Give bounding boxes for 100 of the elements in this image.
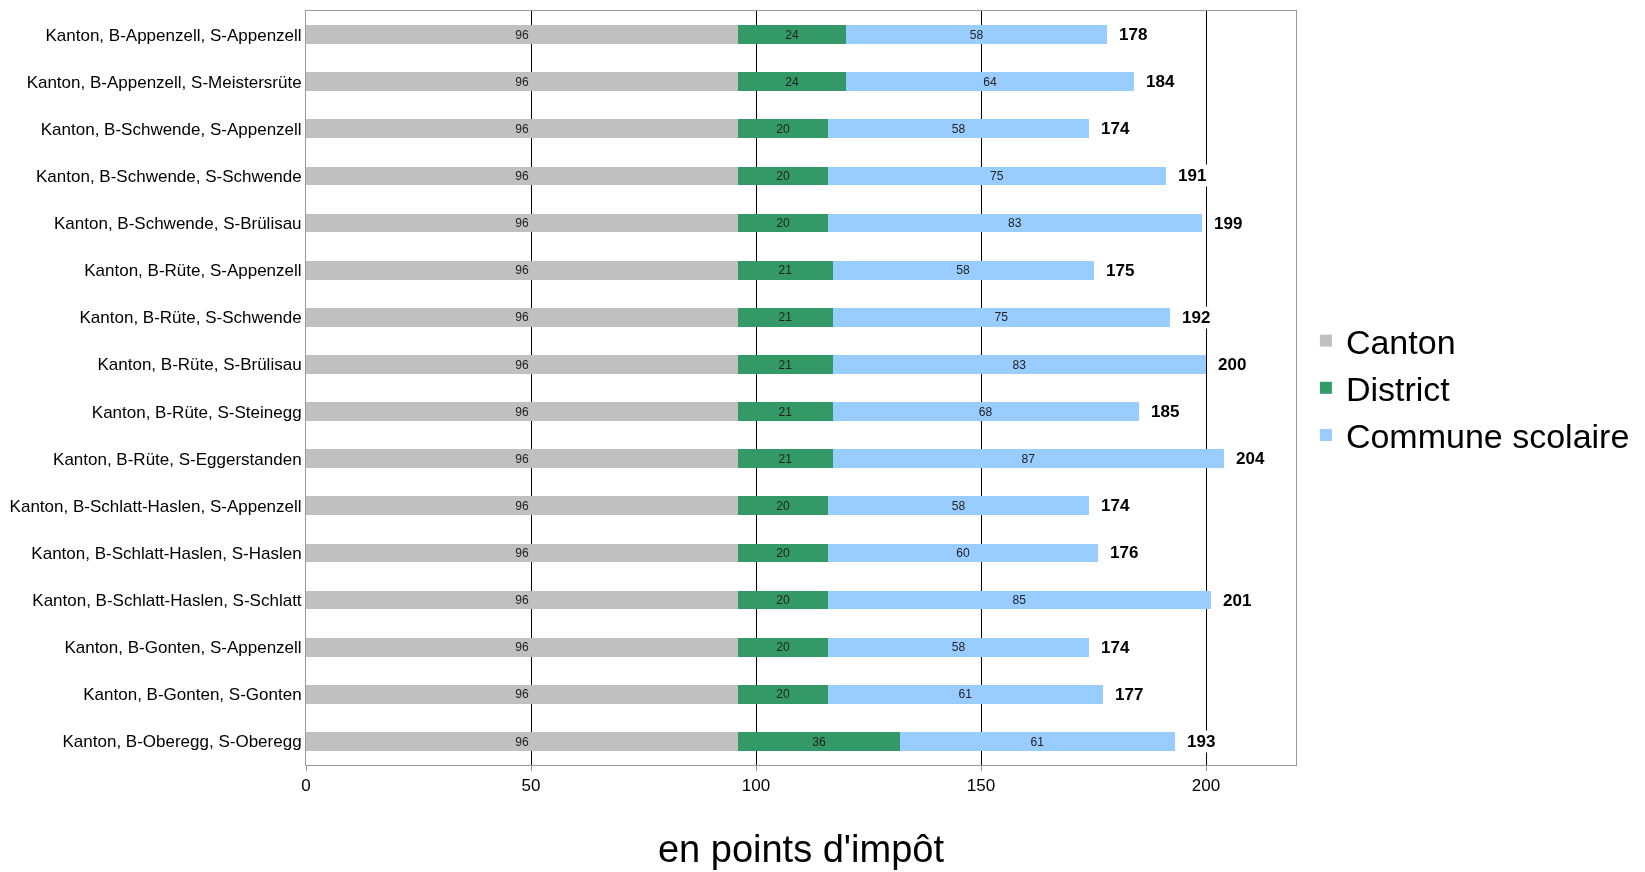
bar bbox=[738, 260, 833, 280]
data-label: 96 bbox=[515, 734, 529, 749]
data-label: 75 bbox=[994, 310, 1009, 325]
bar bbox=[832, 307, 1170, 327]
data-label: 96 bbox=[515, 451, 529, 466]
bar bbox=[306, 449, 738, 469]
total-label: 204 bbox=[1236, 449, 1265, 468]
data-label: 20 bbox=[776, 121, 790, 136]
x-tick-label: 50 bbox=[521, 776, 541, 796]
data-label: 24 bbox=[785, 74, 799, 89]
data-label: 75 bbox=[989, 169, 1004, 184]
bar bbox=[306, 637, 738, 657]
bar bbox=[738, 119, 828, 139]
total-label: 184 bbox=[1146, 72, 1175, 91]
data-label: 58 bbox=[969, 27, 984, 42]
total-label: 178 bbox=[1119, 25, 1148, 44]
data-label: 20 bbox=[776, 593, 790, 608]
bar bbox=[306, 355, 738, 374]
bar bbox=[828, 213, 1202, 233]
total-label: 191 bbox=[1178, 166, 1207, 185]
y-tick-label: Kanton, B-Rüte, S-Eggerstanden bbox=[53, 449, 302, 469]
x-axis-title: en points d'impôt bbox=[657, 827, 945, 870]
data-label: 61 bbox=[958, 687, 973, 702]
y-tick-label: Kanton, B-Appenzell, S-Appenzell bbox=[45, 25, 302, 45]
bar bbox=[832, 402, 1139, 421]
bar bbox=[306, 166, 738, 186]
bar bbox=[306, 684, 738, 704]
y-tick-label: Kanton, B-Schlatt-Haslen, S-Schlatt bbox=[32, 591, 302, 611]
data-label: 20 bbox=[776, 498, 790, 513]
bar bbox=[828, 590, 1211, 610]
data-label: 58 bbox=[951, 640, 966, 655]
bar bbox=[900, 732, 1175, 751]
total-label: 176 bbox=[1110, 543, 1139, 562]
bar bbox=[738, 449, 833, 469]
y-tick-label: Kanton, B-Rüte, S-Steinegg bbox=[91, 402, 302, 422]
data-label: 21 bbox=[778, 404, 793, 419]
bar bbox=[738, 543, 828, 563]
x-tick-label: 150 bbox=[966, 776, 996, 796]
data-label: 20 bbox=[776, 546, 790, 561]
data-label: 20 bbox=[776, 216, 790, 231]
bar bbox=[846, 72, 1134, 92]
bar bbox=[828, 637, 1089, 657]
bar bbox=[306, 307, 738, 327]
data-label: 58 bbox=[956, 263, 970, 278]
data-label: 96 bbox=[515, 498, 529, 513]
x-tick-label: 200 bbox=[1191, 776, 1221, 796]
total-label: 201 bbox=[1223, 591, 1252, 610]
bar bbox=[306, 590, 738, 610]
data-label: 96 bbox=[515, 27, 529, 42]
y-tick-label: Kanton, B-Schwende, S-Brülisau bbox=[54, 214, 302, 234]
bar bbox=[738, 684, 828, 704]
data-label: 20 bbox=[776, 640, 790, 655]
bar bbox=[846, 25, 1107, 44]
data-label: 64 bbox=[983, 74, 997, 89]
bar bbox=[738, 307, 833, 327]
data-label: 96 bbox=[515, 216, 529, 231]
legend-label: Commune scolaire bbox=[1345, 417, 1630, 456]
data-label: 21 bbox=[778, 357, 793, 372]
data-label: 20 bbox=[776, 687, 790, 702]
y-tick-label: Kanton, B-Appenzell, S-Meistersrüte bbox=[26, 72, 302, 92]
data-label: 87 bbox=[1021, 451, 1036, 466]
total-label: 174 bbox=[1101, 496, 1130, 515]
bar bbox=[306, 496, 738, 516]
data-label: 96 bbox=[515, 263, 529, 278]
data-label: 96 bbox=[515, 169, 529, 184]
data-label: 96 bbox=[515, 546, 529, 561]
data-label: 58 bbox=[951, 498, 966, 513]
y-tick-label: Kanton, B-Rüte, S-Brülisau bbox=[97, 355, 302, 375]
bar bbox=[306, 543, 738, 563]
data-label: 96 bbox=[515, 310, 529, 325]
total-label: 199 bbox=[1214, 214, 1243, 233]
bar bbox=[738, 637, 828, 657]
data-label: 24 bbox=[785, 27, 799, 42]
data-label: 96 bbox=[515, 357, 529, 372]
bar bbox=[306, 119, 738, 139]
x-tick-label: 0 bbox=[301, 776, 311, 796]
y-tick-label: Kanton, B-Gonten, S-Appenzell bbox=[64, 638, 302, 658]
y-tick-label: Kanton, B-Schwende, S-Schwende bbox=[36, 166, 302, 186]
bar bbox=[738, 166, 828, 186]
y-tick-label: Kanton, B-Rüte, S-Appenzell bbox=[84, 261, 302, 281]
data-label: 36 bbox=[812, 734, 826, 749]
total-label: 174 bbox=[1101, 638, 1130, 657]
y-tick-label: Kanton, B-Gonten, S-Gonten bbox=[83, 685, 302, 705]
bar bbox=[828, 119, 1089, 139]
legend-label: District bbox=[1345, 370, 1451, 409]
y-tick-label: Kanton, B-Schwende, S-Appenzell bbox=[40, 119, 302, 139]
bar bbox=[828, 684, 1103, 704]
bar bbox=[738, 72, 846, 92]
data-label: 61 bbox=[1030, 734, 1045, 749]
bar bbox=[832, 449, 1224, 469]
data-label: 21 bbox=[778, 263, 793, 278]
data-label: 21 bbox=[778, 310, 793, 325]
data-label: 96 bbox=[515, 404, 529, 419]
bar bbox=[738, 732, 900, 751]
data-label: 58 bbox=[951, 121, 966, 136]
total-label: 200 bbox=[1218, 355, 1247, 374]
bar bbox=[828, 543, 1098, 563]
bar bbox=[738, 496, 828, 516]
legend-label: Canton bbox=[1345, 322, 1456, 361]
total-label: 177 bbox=[1115, 685, 1144, 704]
